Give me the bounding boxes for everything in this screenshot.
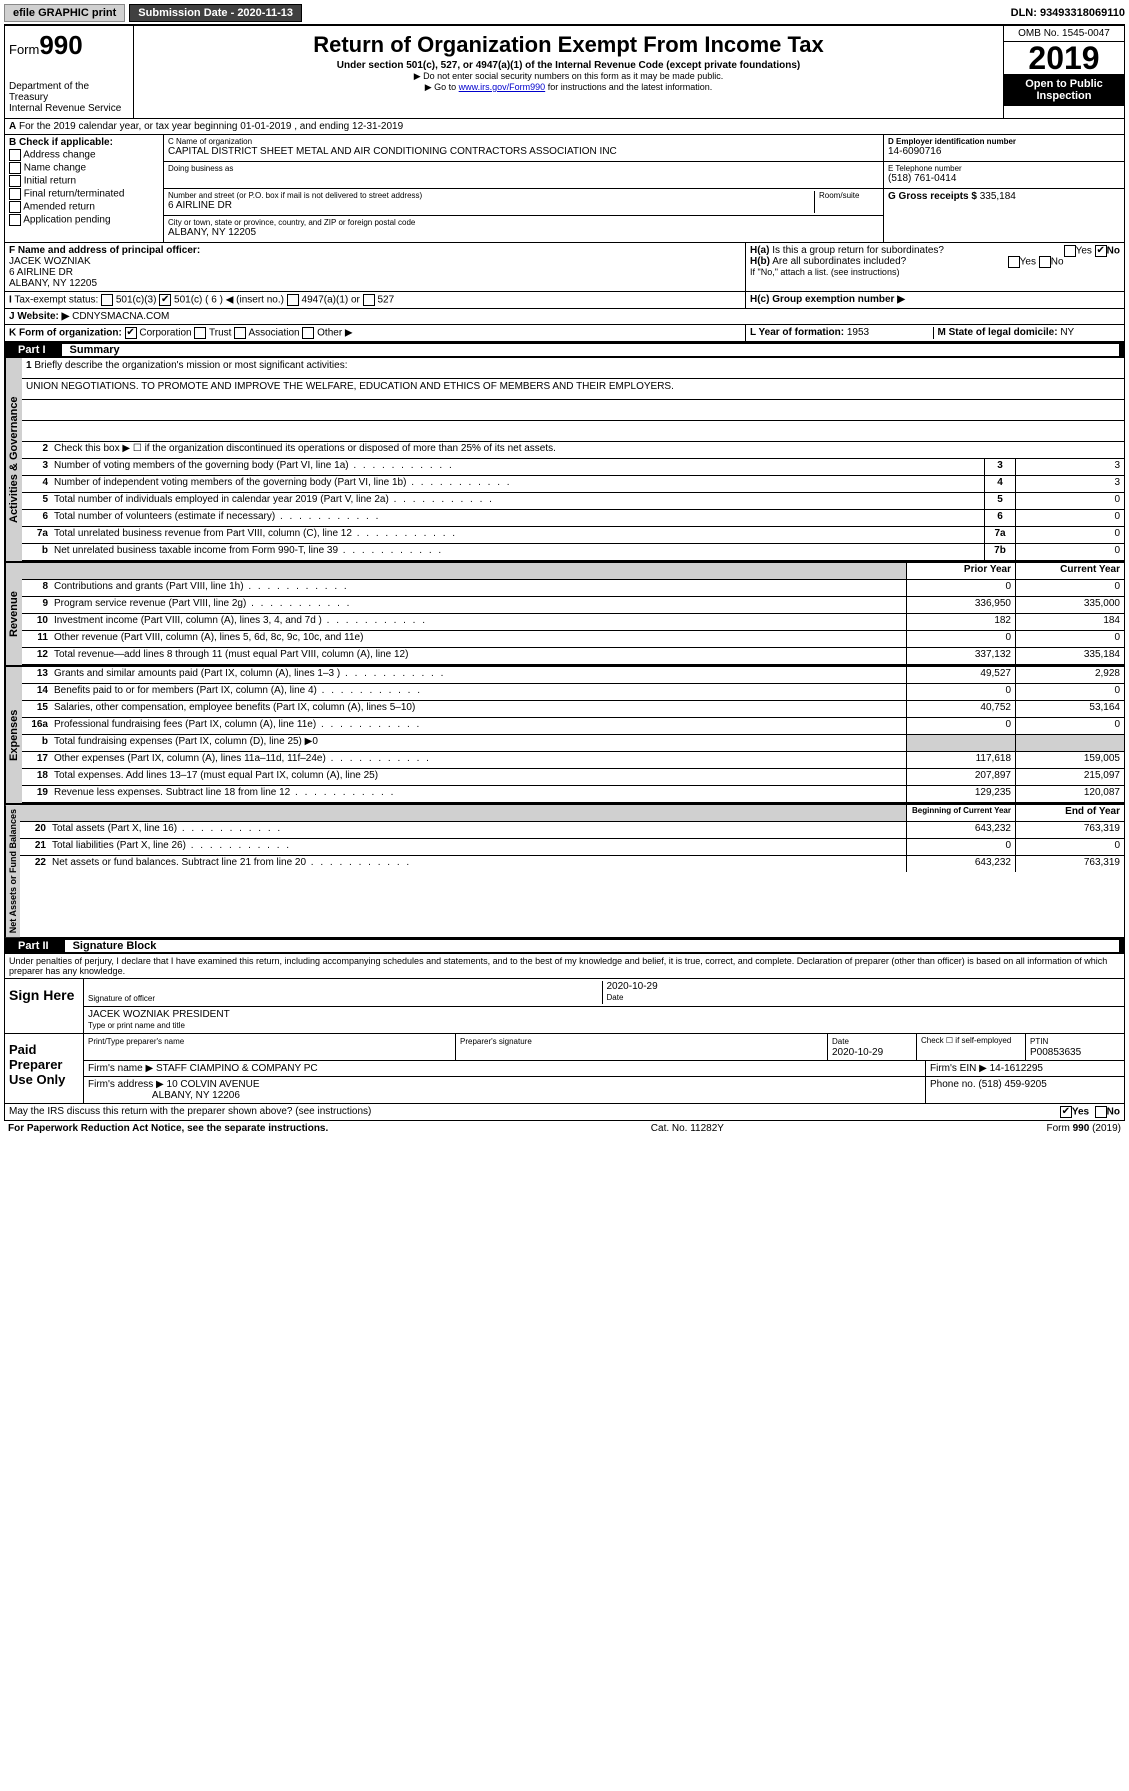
- firm-name: STAFF CIAMPINO & COMPANY PC: [156, 1063, 318, 1074]
- bottom-line: For Paperwork Reduction Act Notice, see …: [4, 1121, 1125, 1136]
- org-address: 6 AIRLINE DR: [168, 200, 814, 211]
- efile-button[interactable]: efile GRAPHIC print: [4, 4, 125, 22]
- box-b: B Check if applicable: Address change Na…: [5, 135, 164, 242]
- row-a-tax-year: A For the 2019 calendar year, or tax yea…: [4, 119, 1125, 135]
- sign-here-label: Sign Here: [5, 979, 84, 1033]
- website: CDNYSMACNA.COM: [72, 311, 169, 322]
- perjury-statement: Under penalties of perjury, I declare th…: [5, 954, 1124, 978]
- part1-body: Activities & Governance 1 Briefly descri…: [4, 358, 1125, 938]
- mission-text: UNION NEGOTIATIONS. TO PROMOTE AND IMPRO…: [22, 379, 1124, 400]
- row-j: J Website: ▶ CDNYSMACNA.COM: [4, 309, 1125, 325]
- tab-netassets: Net Assets or Fund Balances: [5, 805, 20, 937]
- discuss-row: May the IRS discuss this return with the…: [4, 1104, 1125, 1121]
- tab-expenses: Expenses: [5, 667, 22, 803]
- officer-name: JACEK WOZNIAK: [9, 256, 91, 267]
- part2-header: Part II Signature Block: [4, 938, 1125, 954]
- officer-name-title: JACEK WOZNIAK PRESIDENT: [88, 1009, 230, 1020]
- top-bar: efile GRAPHIC print Submission Date - 20…: [4, 4, 1125, 26]
- part1-header: Part I Summary: [4, 342, 1125, 358]
- form-header: Form990 Department of the Treasury Inter…: [4, 26, 1125, 119]
- form-number: Form990: [9, 30, 129, 61]
- irs-link[interactable]: www.irs.gov/Form990: [459, 82, 546, 92]
- paid-preparer-label: Paid Preparer Use Only: [5, 1034, 84, 1103]
- tax-year: 2019: [1004, 42, 1124, 74]
- ein: 14-6090716: [888, 146, 1120, 157]
- row-fh: F Name and address of principal officer:…: [4, 243, 1125, 292]
- tab-revenue: Revenue: [5, 563, 22, 665]
- form-note1: ▶ Do not enter social security numbers o…: [138, 71, 999, 82]
- signature-block: Under penalties of perjury, I declare th…: [4, 954, 1125, 1104]
- info-grid: B Check if applicable: Address change Na…: [4, 135, 1125, 243]
- dln: DLN: 93493318069110: [1011, 7, 1125, 19]
- phone: (518) 761-0414: [888, 173, 1120, 184]
- org-city: ALBANY, NY 12205: [168, 227, 879, 238]
- open-public-badge: Open to Public Inspection: [1004, 74, 1124, 106]
- dept-label: Department of the Treasury Internal Reve…: [9, 81, 129, 114]
- box-c: C Name of organization CAPITAL DISTRICT …: [164, 135, 884, 242]
- tab-governance: Activities & Governance: [5, 358, 22, 561]
- row-i: I Tax-exempt status: 501(c)(3) ✔ 501(c) …: [4, 292, 1125, 309]
- gross-receipts: 335,184: [980, 191, 1016, 202]
- submission-date: Submission Date - 2020-11-13: [129, 4, 302, 22]
- row-klm: K Form of organization: ✔ Corporation Tr…: [4, 325, 1125, 342]
- form-title: Return of Organization Exempt From Incom…: [138, 32, 999, 58]
- org-name: CAPITAL DISTRICT SHEET METAL AND AIR CON…: [168, 146, 879, 157]
- form-note2: ▶ Go to www.irs.gov/Form990 for instruct…: [138, 82, 999, 93]
- form-subtitle: Under section 501(c), 527, or 4947(a)(1)…: [138, 60, 999, 71]
- box-de: D Employer identification number 14-6090…: [884, 135, 1124, 242]
